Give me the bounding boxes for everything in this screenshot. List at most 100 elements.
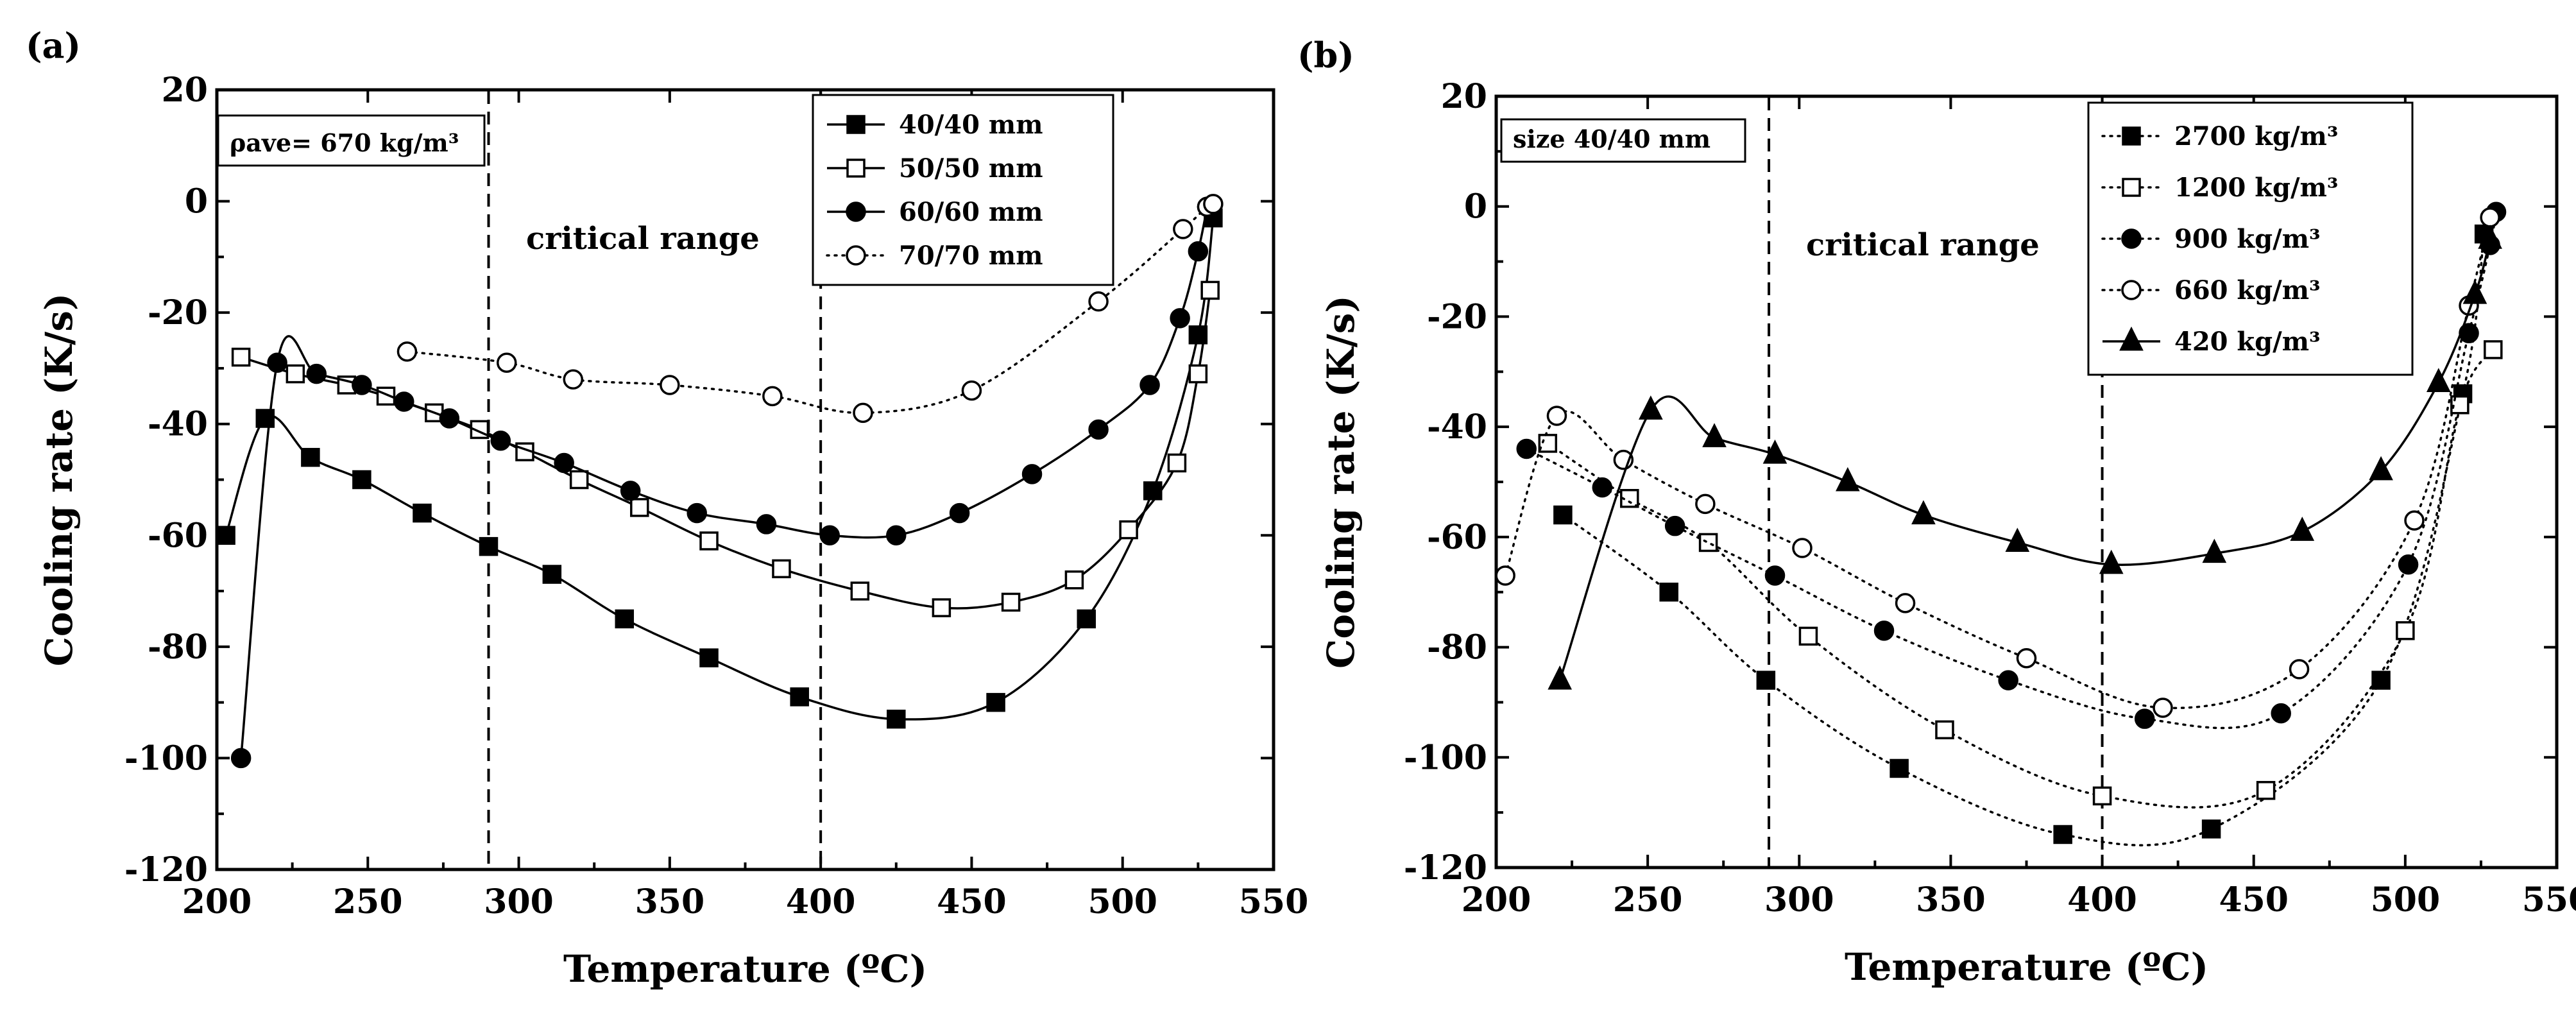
- data-point: [2484, 340, 2503, 359]
- data-point: [887, 709, 906, 729]
- annotation-box-text: ρave= 670 kg/m³: [230, 128, 459, 157]
- series-line: [405, 203, 1215, 415]
- data-point: [397, 341, 418, 362]
- data-point: [2369, 456, 2393, 481]
- data-point: [1516, 438, 1537, 459]
- y-tick-label: -100: [1404, 738, 1487, 777]
- data-point: [1001, 592, 1021, 612]
- legend-marker: [846, 245, 866, 266]
- data-point: [352, 375, 372, 395]
- data-point: [1698, 533, 1718, 552]
- data-point: [1064, 570, 1084, 590]
- panel-label: (a): [26, 25, 81, 66]
- series-line: [1504, 216, 2491, 710]
- legend-marker: [846, 201, 866, 222]
- data-point: [2426, 368, 2451, 393]
- y-tick-label: -80: [148, 628, 208, 667]
- data-point: [886, 525, 907, 546]
- x-tick-label: 500: [2371, 880, 2441, 920]
- annotation-box: [217, 114, 486, 167]
- legend-label: 60/60 mm: [899, 197, 1043, 227]
- data-point: [352, 470, 371, 490]
- x-axis-title: Temperature (ºC): [1845, 945, 2208, 989]
- data-point: [1548, 665, 1573, 690]
- y-tick-label: 20: [162, 71, 208, 110]
- panel-label: (b): [1297, 35, 1354, 76]
- series-line: [241, 290, 1211, 610]
- critical-range-label: critical range: [526, 221, 760, 257]
- data-point: [542, 565, 562, 584]
- data-point: [772, 559, 791, 579]
- x-axis-title: Temperature (ºC): [563, 947, 927, 991]
- x-tick-label: 550: [1239, 882, 1309, 921]
- legend-marker: [2121, 228, 2142, 249]
- data-point: [267, 352, 287, 373]
- data-point: [2256, 781, 2276, 800]
- data-point: [2099, 549, 2124, 574]
- data-point: [2404, 510, 2425, 531]
- legend-marker: [2122, 126, 2141, 146]
- data-point: [1538, 434, 1558, 453]
- y-tick-label: -20: [1427, 297, 1487, 336]
- data-point: [2396, 621, 2415, 640]
- data-point: [2201, 819, 2221, 839]
- data-point: [1200, 280, 1220, 300]
- legend-marker: [846, 158, 866, 178]
- x-tick-label: 350: [635, 882, 705, 921]
- data-point: [1088, 291, 1109, 312]
- data-point: [961, 380, 982, 401]
- series-line: [1546, 348, 2495, 809]
- data-point: [1664, 515, 1685, 536]
- y-axis-title: Cooling rate (K/s): [37, 293, 81, 667]
- x-tick-label: 250: [1613, 880, 1683, 920]
- data-point: [2134, 708, 2155, 729]
- x-tick-label: 450: [937, 882, 1007, 921]
- data-point: [660, 375, 680, 395]
- x-tick-label: 200: [1462, 880, 1531, 920]
- data-point: [1592, 477, 1613, 498]
- data-point: [563, 369, 584, 390]
- x-tick-label: 400: [786, 882, 856, 921]
- y-tick-label: -100: [124, 739, 208, 778]
- data-point: [2005, 527, 2030, 552]
- data-point: [1764, 565, 1786, 586]
- y-tick-label: -60: [1427, 518, 1487, 557]
- legend-label: 900 kg/m³: [2174, 224, 2321, 254]
- data-point: [2462, 279, 2487, 304]
- data-point: [1173, 219, 1193, 239]
- series-line: [1558, 239, 2491, 681]
- y-tick-label: -40: [1427, 407, 1487, 447]
- data-point: [699, 648, 719, 667]
- data-point: [1935, 720, 1954, 740]
- data-point: [496, 352, 517, 373]
- y-tick-label: -20: [148, 293, 208, 332]
- data-point: [949, 502, 970, 524]
- x-tick-label: 300: [484, 882, 554, 921]
- annotation-box-text: size 40/40 mm: [1513, 124, 1710, 153]
- series-line: [239, 206, 1209, 758]
- data-point: [2398, 554, 2419, 575]
- y-tick-label: -120: [124, 850, 208, 889]
- data-point: [230, 748, 252, 769]
- data-point: [569, 470, 589, 490]
- data-point: [2016, 647, 2037, 669]
- data-point: [301, 448, 320, 467]
- legend-marker: [2122, 178, 2141, 197]
- legend-label: 2700 kg/m³: [2174, 121, 2338, 151]
- y-tick-label: -120: [1404, 848, 1487, 887]
- data-point: [1167, 453, 1187, 473]
- series-line: [225, 218, 1215, 721]
- data-point: [762, 386, 783, 407]
- data-point: [2202, 538, 2227, 563]
- x-tick-label: 450: [2219, 880, 2289, 920]
- panel-b-chart: (b)200250300350400450500550200-20-40-60-…: [1297, 35, 2576, 989]
- data-point: [1139, 375, 1160, 395]
- data-point: [2053, 825, 2072, 844]
- data-point: [1188, 364, 1208, 384]
- panel-a-chart: (a)200 250 300 350 400 450 500 550200-20-40-60-…: [26, 25, 1308, 991]
- legend-label: 660 kg/m³: [2174, 275, 2321, 305]
- data-point: [2271, 703, 2291, 724]
- legend-marker: [846, 115, 866, 134]
- data-point: [699, 531, 719, 551]
